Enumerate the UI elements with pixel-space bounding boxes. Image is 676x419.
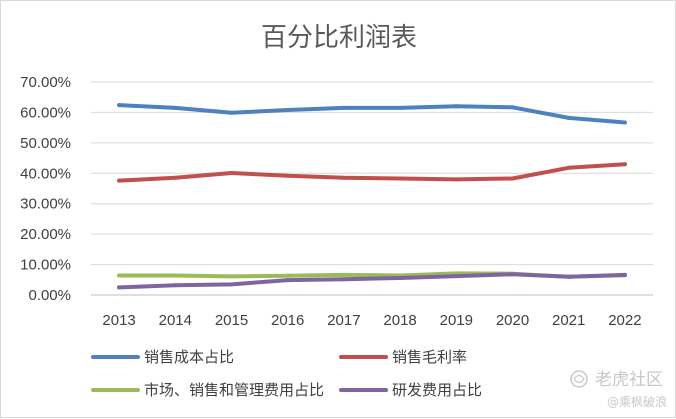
- y-tick-label: 60.00%: [20, 104, 71, 121]
- data-point: [173, 105, 178, 110]
- x-tick-label: 2019: [440, 312, 473, 329]
- data-point: [398, 276, 403, 280]
- y-tick-label: 40.00%: [20, 165, 71, 182]
- data-point: [117, 178, 122, 183]
- y-tick-label: 0.00%: [28, 287, 71, 304]
- data-point: [285, 278, 290, 283]
- data-point: [341, 277, 346, 282]
- x-tick-label: 2021: [552, 312, 585, 329]
- series-line-1: [117, 162, 627, 183]
- data-point: [510, 176, 515, 181]
- data-point: [454, 274, 459, 279]
- data-point: [229, 274, 234, 279]
- data-point: [566, 165, 571, 170]
- data-point: [622, 162, 627, 167]
- chart-title: 百分比利润表: [261, 23, 417, 53]
- series-lines: [117, 103, 627, 290]
- data-point: [454, 177, 459, 182]
- data-point: [117, 285, 122, 290]
- legend-label: 研发费用占比: [392, 381, 482, 399]
- data-point: [622, 120, 627, 125]
- x-tick-label: 2014: [159, 312, 192, 329]
- data-point: [622, 272, 627, 277]
- data-point: [229, 110, 234, 115]
- watermark-sub-text: @乘枫破浪: [607, 394, 667, 409]
- y-axis-tick-labels: 0.00% 10.00% 20.00% 30.00% 40.00% 50.00% 60.00…: [20, 74, 71, 304]
- data-point: [285, 273, 290, 278]
- data-point: [229, 171, 234, 175]
- y-tick-label: 10.00%: [20, 257, 71, 274]
- data-point: [117, 103, 122, 108]
- legend-label: 销售毛利率: [392, 348, 467, 366]
- data-point: [285, 108, 290, 112]
- legend-label: 销售成本占比: [144, 348, 234, 366]
- data-point: [341, 175, 346, 180]
- data-point: [398, 105, 403, 110]
- y-tick-label: 70.00%: [20, 74, 71, 91]
- series-line-3: [117, 272, 627, 290]
- x-tick-label: 2022: [608, 312, 641, 329]
- data-point: [173, 175, 178, 180]
- tiger-community-logo-icon: [570, 370, 588, 388]
- watermark: 老虎社区 @乘枫破浪: [570, 370, 667, 409]
- series-line-0: [117, 103, 627, 125]
- data-point: [510, 105, 515, 110]
- data-point: [510, 272, 515, 277]
- x-tick-label: 2017: [327, 312, 360, 329]
- x-tick-label: 2016: [271, 312, 304, 329]
- y-tick-label: 20.00%: [20, 226, 71, 243]
- y-tick-label: 30.00%: [20, 196, 71, 213]
- watermark-main-text: 老虎社区: [595, 370, 663, 390]
- data-point: [173, 273, 178, 278]
- data-point: [341, 272, 346, 277]
- y-tick-label: 50.00%: [20, 135, 71, 152]
- data-point: [117, 273, 122, 278]
- x-tick-label: 2015: [215, 312, 248, 329]
- data-point: [285, 173, 290, 178]
- data-point: [566, 274, 571, 279]
- data-point: [341, 105, 346, 110]
- data-point: [229, 282, 234, 287]
- x-tick-label: 2018: [383, 312, 416, 329]
- data-point: [454, 104, 459, 109]
- data-point: [398, 176, 403, 181]
- gridlines: [91, 81, 653, 296]
- x-tick-label: 2013: [102, 312, 135, 329]
- data-point: [566, 115, 571, 120]
- data-point: [173, 283, 178, 288]
- x-axis-tick-labels: 2013 2014 2015 2016 2017 2018 2019 2020 2021 2022: [102, 312, 641, 329]
- x-tick-label: 2020: [496, 312, 529, 329]
- legend-label: 市场、销售和管理费用占比: [144, 381, 324, 399]
